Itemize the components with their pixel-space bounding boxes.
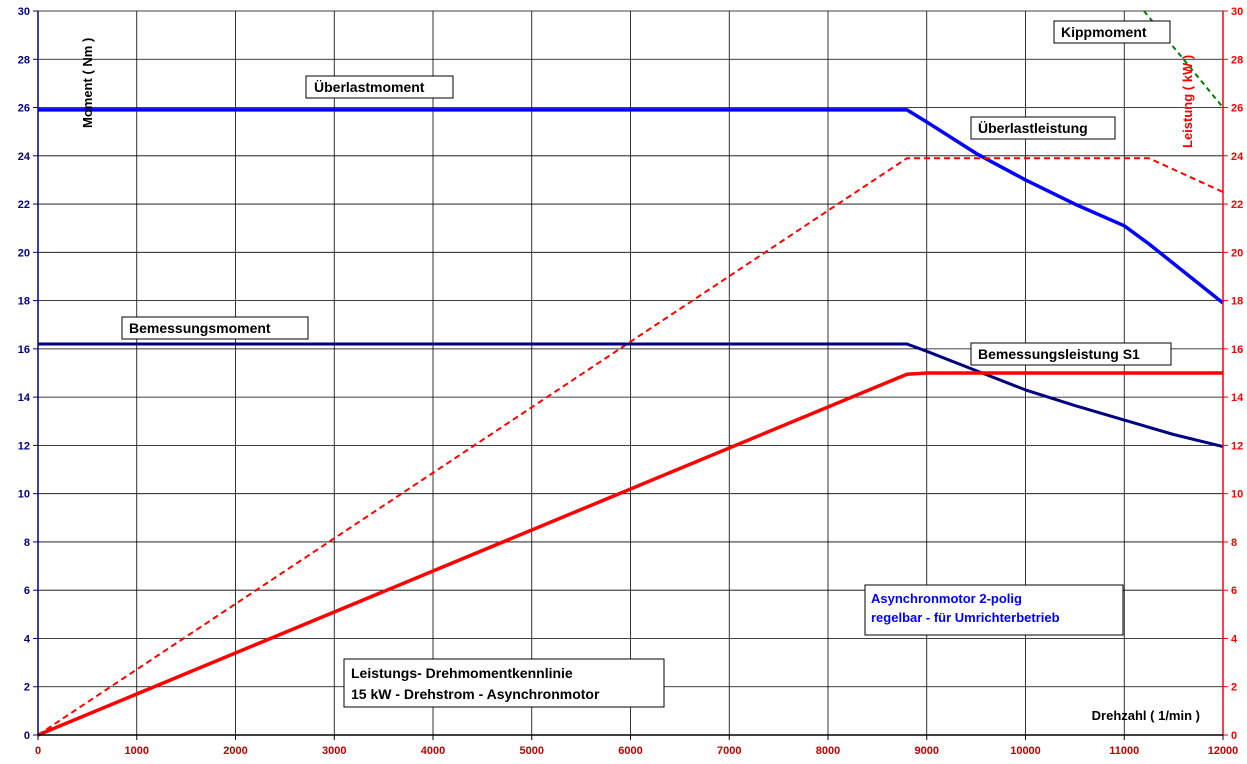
series-layer [37,10,1225,737]
y-left-tick-label: 20 [18,247,30,259]
x-tick-label: 4000 [421,745,445,757]
y-left-tick-label: 4 [24,633,31,645]
x-tick-label: 9000 [915,745,939,757]
series-ueberlastleistung [37,157,1224,736]
x-tick-label: 0 [35,745,41,757]
y-right-tick-label: 16 [1231,344,1243,356]
y-left-tick-label: 14 [18,392,31,404]
y-right-tick-label: 26 [1231,103,1243,115]
y-left-tick-label: 12 [18,440,30,452]
y-right-tick-label: 6 [1231,585,1237,597]
series-bemessungsmoment [38,342,1224,449]
y-left-tick-label: 6 [24,585,30,597]
label-ueberlastmoment-text: Überlastmoment [314,79,425,95]
motor-note-line2: regelbar - für Umrichterbetrieb [871,610,1060,625]
x-tick-label: 11000 [1109,745,1139,757]
x-tick-label: 12000 [1208,745,1239,757]
label-bemessungsleistung: Bemessungsleistung S1 [970,342,1172,366]
y-left-tick-label: 18 [18,296,30,308]
chart-title-line2: 15 kW - Drehstrom - Asynchronmotor [351,686,600,702]
x-tick-label: 6000 [618,745,642,757]
y-right-tick-label: 14 [1231,392,1244,404]
y-right-tick-label: 0 [1231,730,1237,742]
y-right-tick-label: 22 [1231,199,1243,211]
x-tick-label: 5000 [520,745,544,757]
label-bemessungsmoment-text: Bemessungsmoment [129,320,271,336]
y-right-tick-label: 4 [1231,633,1238,645]
x-axis-title: Drehzahl ( 1/min ) [1092,708,1200,723]
y-right-tick-label: 12 [1231,440,1243,452]
x-tick-label: 10000 [1010,745,1041,757]
x-tick-label: 7000 [717,745,741,757]
y-left-tick-label: 26 [18,103,30,115]
label-ueberlastleistung-text: Überlastleistung [978,120,1088,136]
x-tick-label: 1000 [125,745,149,757]
x-tick-label: 3000 [322,745,346,757]
chart-title-line1: Leistungs- Drehmomentkennlinie [351,665,573,681]
x-tick-label: 8000 [816,745,840,757]
y-right-tick-label: 2 [1231,682,1237,694]
y-left-tick-label: 22 [18,199,30,211]
series-bemessungsleistung [37,371,1223,737]
y-left-tick-label: 2 [24,682,30,694]
label-bemessungsmoment: Bemessungsmoment [121,316,309,340]
label-bemessungsleistung-text: Bemessungsleistung S1 [978,346,1140,362]
motor-note: Asynchronmotor 2-polig regelbar - für Um… [864,584,1124,636]
y-left-tick-label: 8 [24,537,30,549]
chart-title-box: Leistungs- Drehmomentkennlinie 15 kW - D… [343,658,665,708]
motor-note-line1: Asynchronmotor 2-polig [871,591,1022,606]
y-left-axis-title: Moment ( Nm ) [80,38,95,128]
label-kippmoment-text: Kippmoment [1061,24,1147,40]
y-right-tick-label: 8 [1231,537,1237,549]
y-right-tick-label: 24 [1231,151,1244,163]
y-right-tick-label: 10 [1231,489,1243,501]
y-left-tick-label: 10 [18,489,30,501]
y-right-axis-title: Leistung ( kW ) [1180,55,1195,148]
x-tick-label: 2000 [223,745,247,757]
series-ueberlastmoment [38,108,1225,305]
label-kippmoment: Kippmoment [1053,20,1171,44]
y-left-tick-label: 30 [18,6,30,18]
y-right-tick-label: 18 [1231,296,1243,308]
label-ueberlastleistung: Überlastleistung [970,116,1116,140]
axes [33,10,1228,740]
y-right-tick-label: 20 [1231,247,1243,259]
y-left-tick-label: 28 [18,54,30,66]
label-ueberlastmoment: Überlastmoment [305,75,454,99]
y-left-tick-label: 0 [24,730,30,742]
y-right-tick-label: 30 [1231,6,1243,18]
y-left-tick-label: 16 [18,344,30,356]
y-left-tick-label: 24 [18,151,31,163]
y-right-tick-label: 28 [1231,54,1243,66]
